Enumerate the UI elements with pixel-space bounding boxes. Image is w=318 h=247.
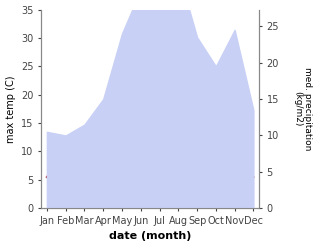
X-axis label: date (month): date (month) <box>109 231 191 242</box>
Y-axis label: max temp (C): max temp (C) <box>5 75 16 143</box>
Y-axis label: med. precipitation
(kg/m2): med. precipitation (kg/m2) <box>293 67 313 151</box>
